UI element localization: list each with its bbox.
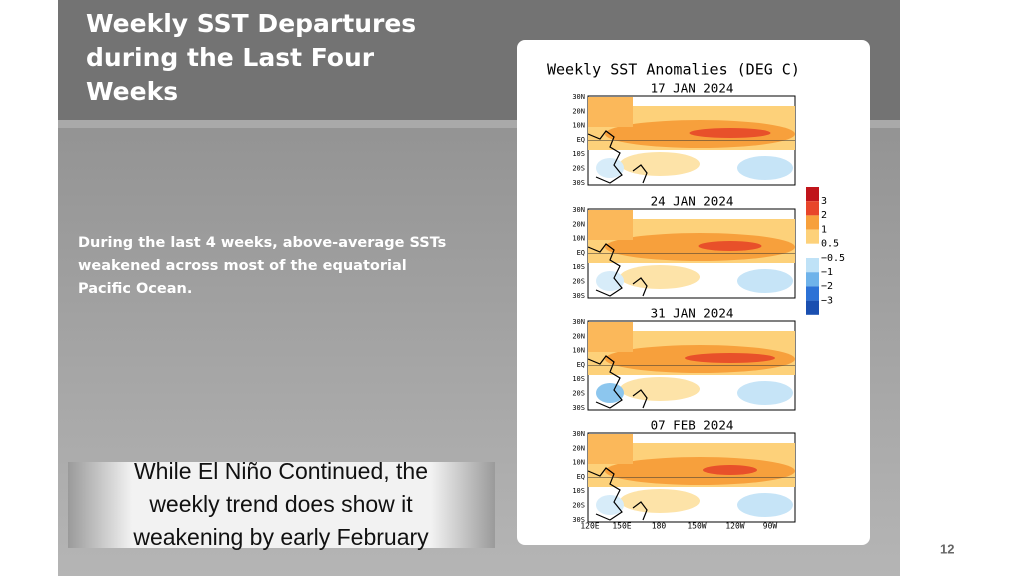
legend-label: −2 (821, 281, 833, 292)
slide-title: Weekly SST Departures (86, 9, 416, 38)
lat-label: 30S (572, 404, 585, 412)
lat-label: 20N (572, 332, 585, 340)
callout-box (68, 462, 495, 548)
cool-patch (596, 495, 624, 515)
figure-title: Weekly SST Anomalies (DEG C) (547, 61, 800, 79)
anomaly-south (620, 265, 700, 289)
anomaly-south (620, 377, 700, 401)
lon-label: 120E (580, 522, 599, 531)
colorbar-segment (806, 215, 819, 230)
anomaly-south (620, 489, 700, 513)
slide-title: Weeks (86, 77, 178, 106)
legend-label: −0.5 (821, 253, 845, 264)
lat-label: 20S (572, 390, 585, 398)
cool-patch (737, 381, 793, 405)
legend-label: 3 (821, 196, 827, 207)
lat-label: 30S (572, 516, 585, 524)
body-text: During the last 4 weeks, above-average S… (78, 235, 446, 251)
callout-text: weakening by early February (132, 524, 429, 550)
cool-patch (737, 493, 793, 517)
lon-label: 150W (687, 522, 706, 531)
lat-label: 10N (572, 459, 585, 467)
coastline (587, 355, 648, 409)
title-rule (58, 120, 900, 128)
coastline (587, 130, 648, 184)
map-date: 24 JAN 2024 (651, 194, 734, 209)
lat-label: 10N (572, 347, 585, 355)
colorbar-segment (806, 229, 819, 244)
lat-label: 20N (572, 220, 585, 228)
legend-label: −3 (821, 295, 833, 306)
lat-label: 30S (572, 179, 585, 187)
colorbar-segment (806, 243, 819, 258)
lat-label: EQ (577, 473, 585, 481)
anomaly-north (588, 210, 633, 240)
cool-patch (737, 156, 793, 180)
cool-patch (596, 383, 624, 403)
colorbar-segment (806, 258, 819, 273)
legend-label: −1 (821, 267, 833, 278)
lon-label: 180 (652, 522, 667, 531)
callout-text: weekly trend does show it (148, 491, 413, 517)
anomaly-peak (685, 353, 775, 363)
colorbar-segment (806, 201, 819, 216)
callout-text: While El Niño Continued, the (134, 458, 428, 484)
map-date: 07 FEB 2024 (651, 418, 734, 433)
lat-label: 20S (572, 165, 585, 173)
coastline (587, 467, 648, 521)
lat-label: 20S (572, 502, 585, 510)
legend-label: 2 (821, 210, 827, 221)
lon-label: 150E (612, 522, 631, 531)
lat-label: 30N (572, 93, 585, 101)
lat-label: 10S (572, 487, 585, 495)
cool-patch (596, 271, 624, 291)
lat-label: 10S (572, 150, 585, 158)
lat-label: 10N (572, 122, 585, 130)
body-text: Pacific Ocean. (78, 281, 192, 297)
map-date: 17 JAN 2024 (651, 81, 734, 96)
lat-label: 20N (572, 444, 585, 452)
legend-label: 1 (821, 224, 827, 235)
anomaly-north (588, 434, 633, 464)
lat-label: 10S (572, 263, 585, 271)
lat-label: EQ (577, 361, 585, 369)
body-text: weakened across most of the equatorial (78, 258, 407, 274)
coastline (587, 243, 648, 297)
lat-label: EQ (577, 136, 585, 144)
cool-patch (596, 158, 624, 178)
anomaly-peak (703, 465, 757, 475)
page-number: 12 (940, 541, 954, 556)
anomaly-north (588, 322, 633, 352)
map-date: 31 JAN 2024 (651, 306, 734, 321)
anomaly-north (588, 97, 633, 127)
colorbar-segment (806, 300, 819, 315)
lat-label: EQ (577, 249, 585, 257)
cool-patch (737, 269, 793, 293)
lat-label: 20S (572, 278, 585, 286)
lat-label: 30N (572, 318, 585, 326)
colorbar-segment (806, 286, 819, 301)
lat-label: 30N (572, 430, 585, 438)
lat-label: 30N (572, 206, 585, 214)
anomaly-core (605, 457, 795, 485)
anomaly-peak (689, 128, 771, 138)
colorbar-segment (806, 272, 819, 287)
lon-label: 90W (763, 522, 778, 531)
lat-label: 10S (572, 375, 585, 383)
lon-label: 120W (725, 522, 744, 531)
anomaly-peak (698, 241, 762, 251)
slide-title: during the Last Four (86, 43, 375, 72)
lat-label: 30S (572, 292, 585, 300)
lat-label: 20N (572, 107, 585, 115)
colorbar-segment (806, 187, 819, 202)
anomaly-south (620, 152, 700, 176)
lat-label: 10N (572, 235, 585, 243)
legend-label: 0.5 (821, 239, 839, 250)
